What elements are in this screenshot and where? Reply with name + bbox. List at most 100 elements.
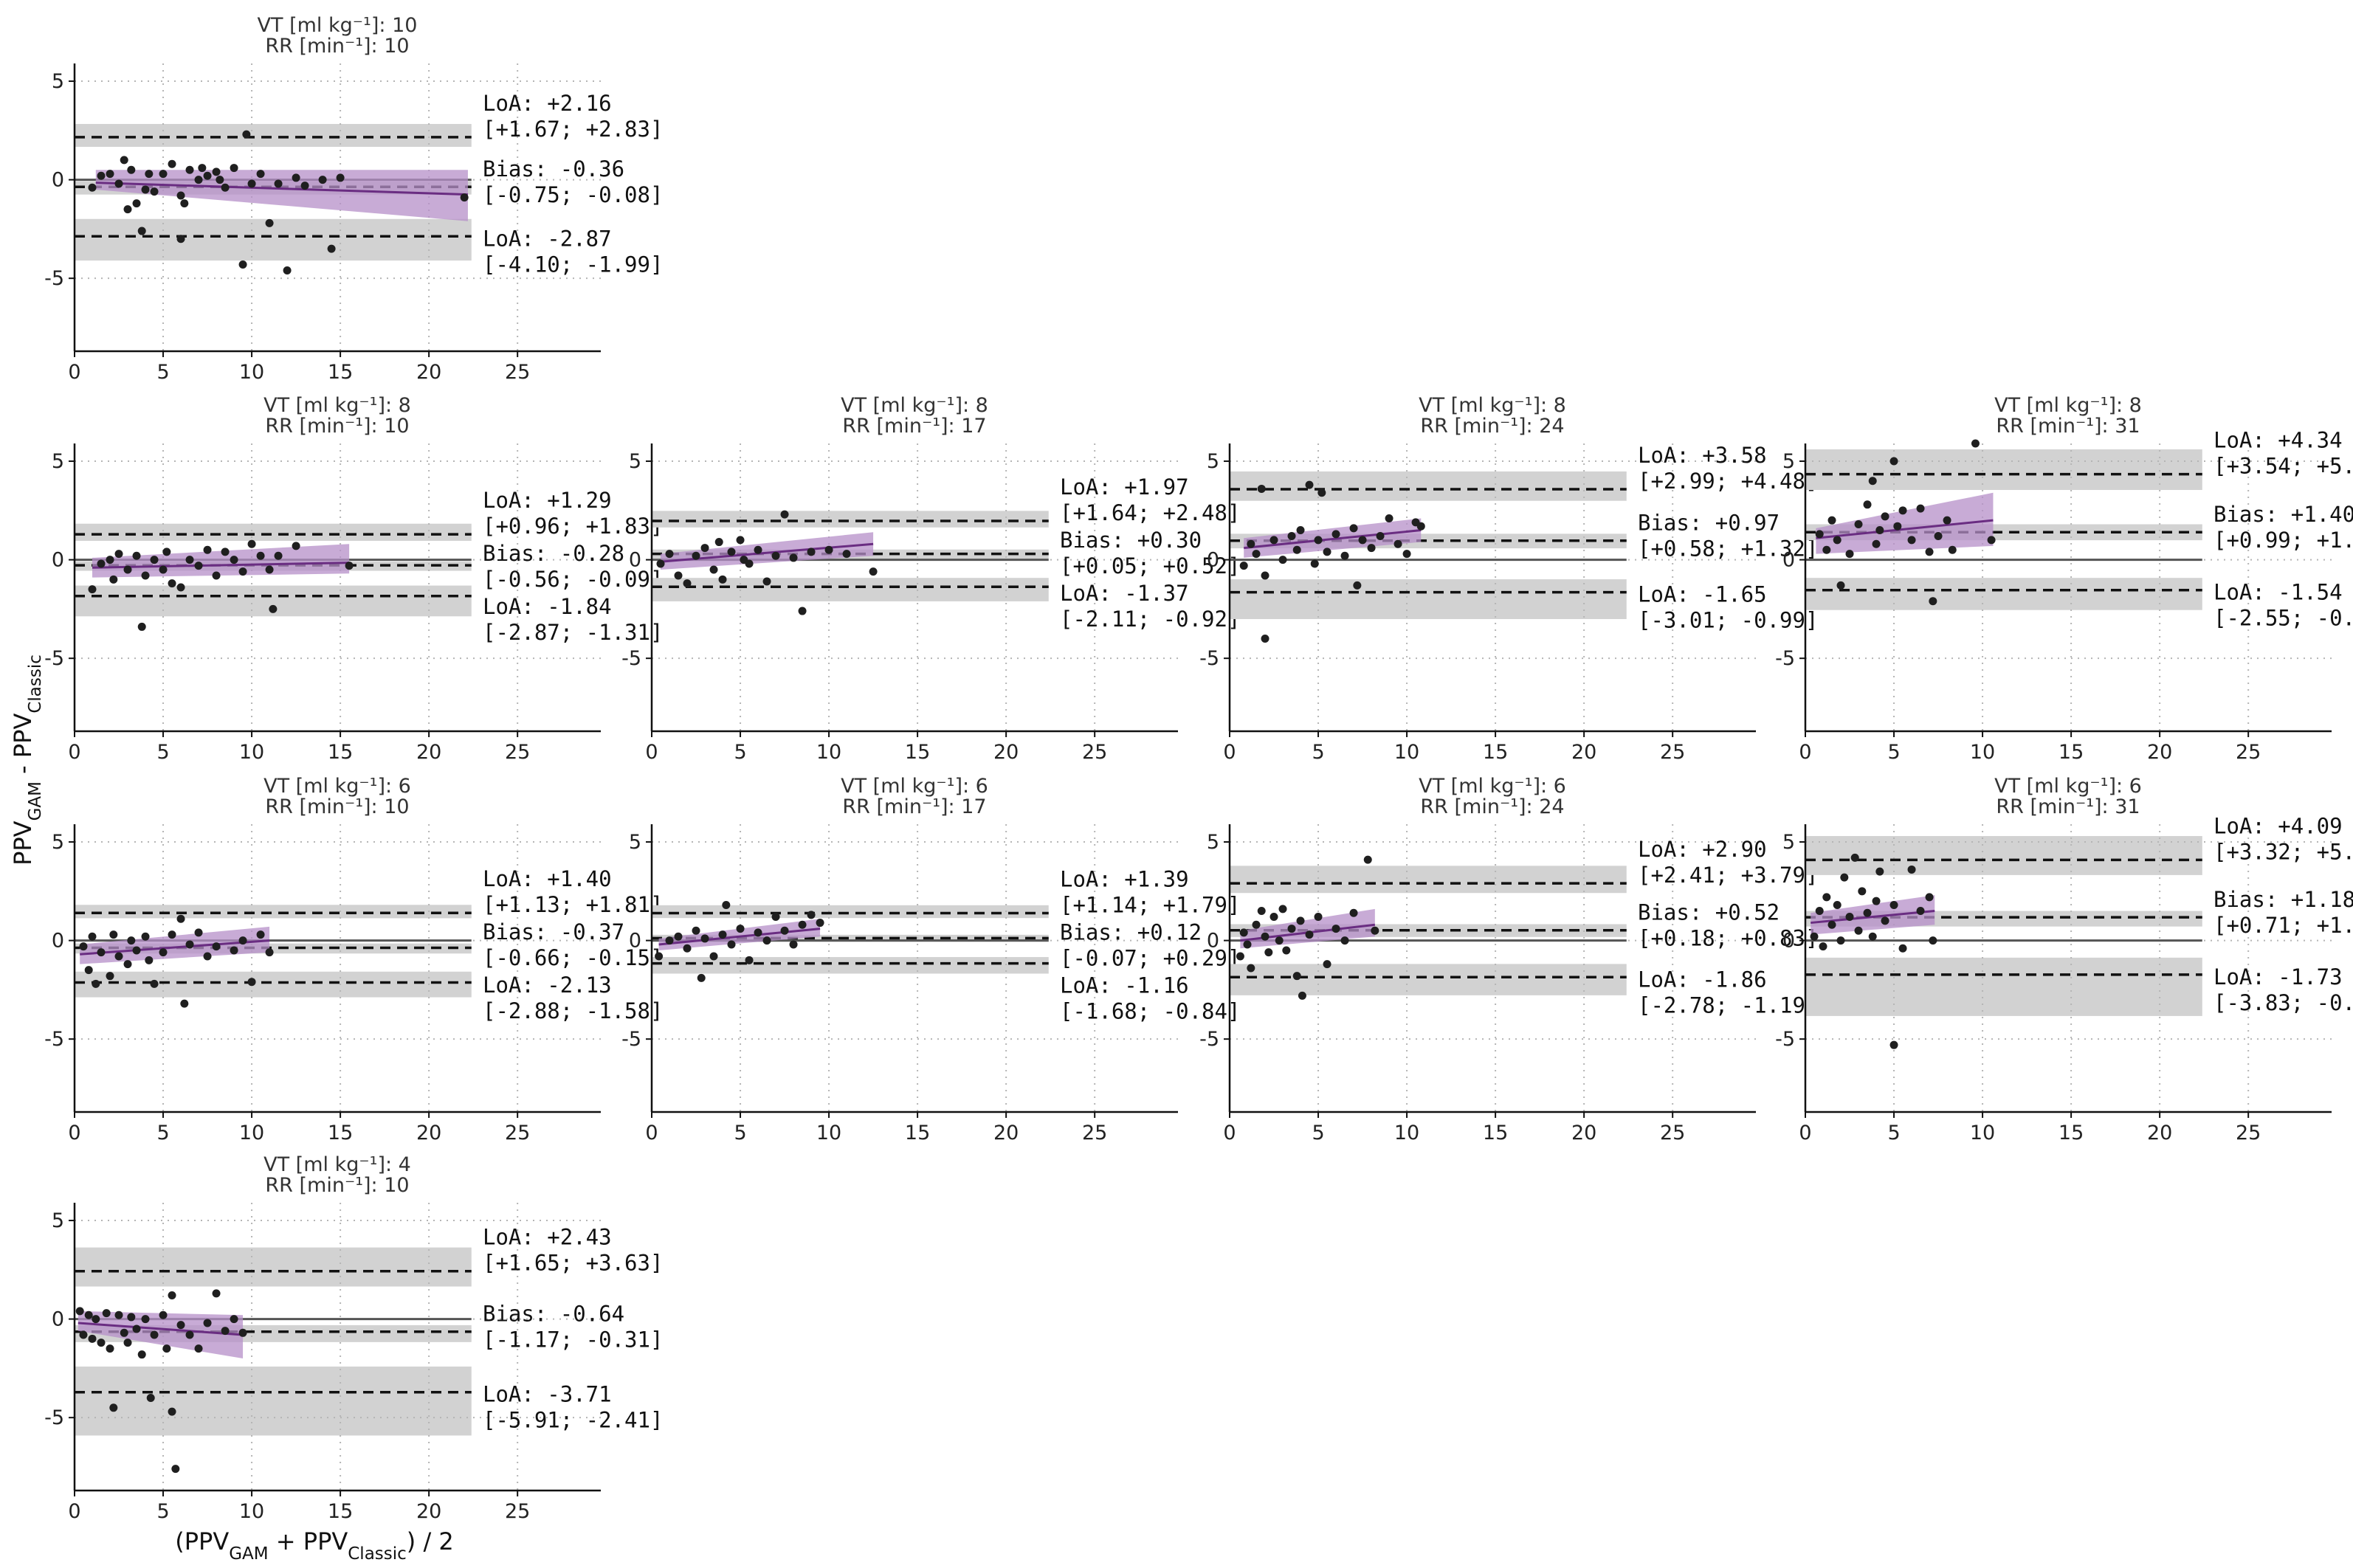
y-tick-label: 0 xyxy=(629,930,641,953)
trend-line xyxy=(1244,529,1422,550)
data-point xyxy=(221,1327,230,1336)
data-point xyxy=(88,932,97,941)
trend-line xyxy=(658,928,821,946)
data-point xyxy=(168,159,176,168)
y-tick-label: 5 xyxy=(1207,450,1219,473)
panel-title-vt: VT [ml kg⁻¹]: 6 xyxy=(263,775,411,798)
data-point xyxy=(75,1307,84,1316)
y-tick-label: -5 xyxy=(44,1028,64,1051)
panel-p-8-24: 0 5 10 15 20 25 -5 0 5 VT [ml kg⁻¹]: 8RR [min⁻¹]:… xyxy=(1199,394,1818,764)
x-tick-label: 25 xyxy=(505,361,530,384)
data-point xyxy=(1845,913,1854,922)
data-point xyxy=(1314,536,1323,545)
data-point xyxy=(1907,536,1916,545)
loa-upper-label: LoA: +1.29 xyxy=(483,488,612,513)
loa-lower-ci-band xyxy=(652,957,1049,974)
data-point xyxy=(292,542,300,550)
data-point xyxy=(807,548,816,556)
data-point xyxy=(88,1334,97,1343)
panel-title-vt: VT [ml kg⁻¹]: 8 xyxy=(263,394,411,417)
data-point xyxy=(656,559,665,568)
data-point xyxy=(97,171,106,180)
data-point xyxy=(1340,936,1349,945)
loa-lower-ci-band xyxy=(75,971,472,998)
data-point xyxy=(159,565,168,574)
x-tick-label: 5 xyxy=(1312,1122,1324,1144)
x-tick-label: 20 xyxy=(2147,1122,2172,1144)
data-point xyxy=(1292,545,1301,554)
x-tick-label: 15 xyxy=(1483,1122,1508,1144)
data-point xyxy=(1822,893,1831,902)
data-point xyxy=(1261,932,1269,941)
data-point xyxy=(1815,907,1824,916)
data-point xyxy=(1252,550,1261,559)
x-tick-label: 5 xyxy=(734,741,746,764)
data-point xyxy=(141,185,150,194)
bias-ci-label: [-0.66; -0.15] xyxy=(483,945,663,970)
data-point xyxy=(709,952,718,961)
data-point xyxy=(816,919,824,928)
loa-lower-ci-band xyxy=(1805,957,2202,1016)
data-point xyxy=(194,928,203,937)
data-point xyxy=(176,583,185,592)
loa-lower-ci-label: [-2.11; -0.92] xyxy=(1060,607,1240,632)
data-point xyxy=(106,170,114,179)
loa-lower-ci-label: [-3.83; -0.87] xyxy=(2214,990,2353,1015)
data-point xyxy=(1239,562,1248,570)
y-tick-label: 5 xyxy=(629,450,641,473)
data-point xyxy=(159,948,168,957)
x-tick-label: 10 xyxy=(816,1122,841,1144)
bias-ci-label: [+0.71; +1.5 xyxy=(2214,913,2353,938)
loa-upper-ci-band xyxy=(75,124,472,147)
data-point xyxy=(120,1328,128,1337)
data-point xyxy=(256,551,265,560)
bias-label: Bias: -0.28 xyxy=(483,541,624,566)
data-point xyxy=(1305,930,1314,939)
data-point xyxy=(106,556,114,564)
data-point xyxy=(137,1350,146,1359)
x-tick-label: 15 xyxy=(2059,741,2084,764)
x-tick-label: 0 xyxy=(1799,1122,1811,1144)
data-point xyxy=(780,510,789,519)
data-point xyxy=(1314,913,1323,922)
y-tick-label: 5 xyxy=(1782,831,1795,854)
x-tick-label: 5 xyxy=(1887,741,1900,764)
data-point xyxy=(1907,865,1916,874)
x-tick-label: 20 xyxy=(993,1122,1019,1144)
panel-title-rr: RR [min⁻¹]: 17 xyxy=(842,795,986,818)
data-point xyxy=(109,575,118,584)
loa-lower-ci-band xyxy=(75,218,472,261)
trend-line xyxy=(92,562,350,569)
data-point xyxy=(150,556,159,564)
data-point xyxy=(1358,536,1367,545)
data-point xyxy=(265,218,274,227)
panel-p-8-17: 0 5 10 15 20 25 -5 0 5 VT [ml kg⁻¹]: 8RR [min⁻¹]:… xyxy=(621,394,1240,764)
data-point xyxy=(869,567,878,576)
data-point xyxy=(1898,506,1907,515)
panel-title-rr: RR [min⁻¹]: 24 xyxy=(1420,795,1564,818)
x-tick-label: 0 xyxy=(1799,741,1811,764)
data-point xyxy=(141,571,150,580)
y-axis-label: PPVGAM - PPVClassic xyxy=(9,655,45,866)
loa-upper-label: LoA: +3.58 xyxy=(1638,443,1767,468)
data-point xyxy=(700,934,709,943)
data-point xyxy=(106,972,114,981)
data-point xyxy=(1376,532,1385,541)
loa-lower-label: LoA: -2.13 xyxy=(483,973,612,998)
y-tick-label: 0 xyxy=(629,549,641,572)
bias-label: Bias: +0.30 xyxy=(1060,528,1202,553)
data-point xyxy=(655,952,664,961)
x-tick-label: 10 xyxy=(239,741,264,764)
data-point xyxy=(97,948,106,957)
x-tick-label: 10 xyxy=(1970,1122,1995,1144)
x-tick-label: 20 xyxy=(1571,741,1596,764)
data-point xyxy=(247,179,256,188)
data-point xyxy=(1402,550,1411,559)
bias-ci-band xyxy=(652,934,1049,942)
data-point xyxy=(283,266,292,274)
data-point xyxy=(1252,920,1261,929)
data-point xyxy=(1275,936,1284,945)
data-point xyxy=(1916,907,1925,916)
trend-ci-ribbon xyxy=(1811,895,1935,935)
